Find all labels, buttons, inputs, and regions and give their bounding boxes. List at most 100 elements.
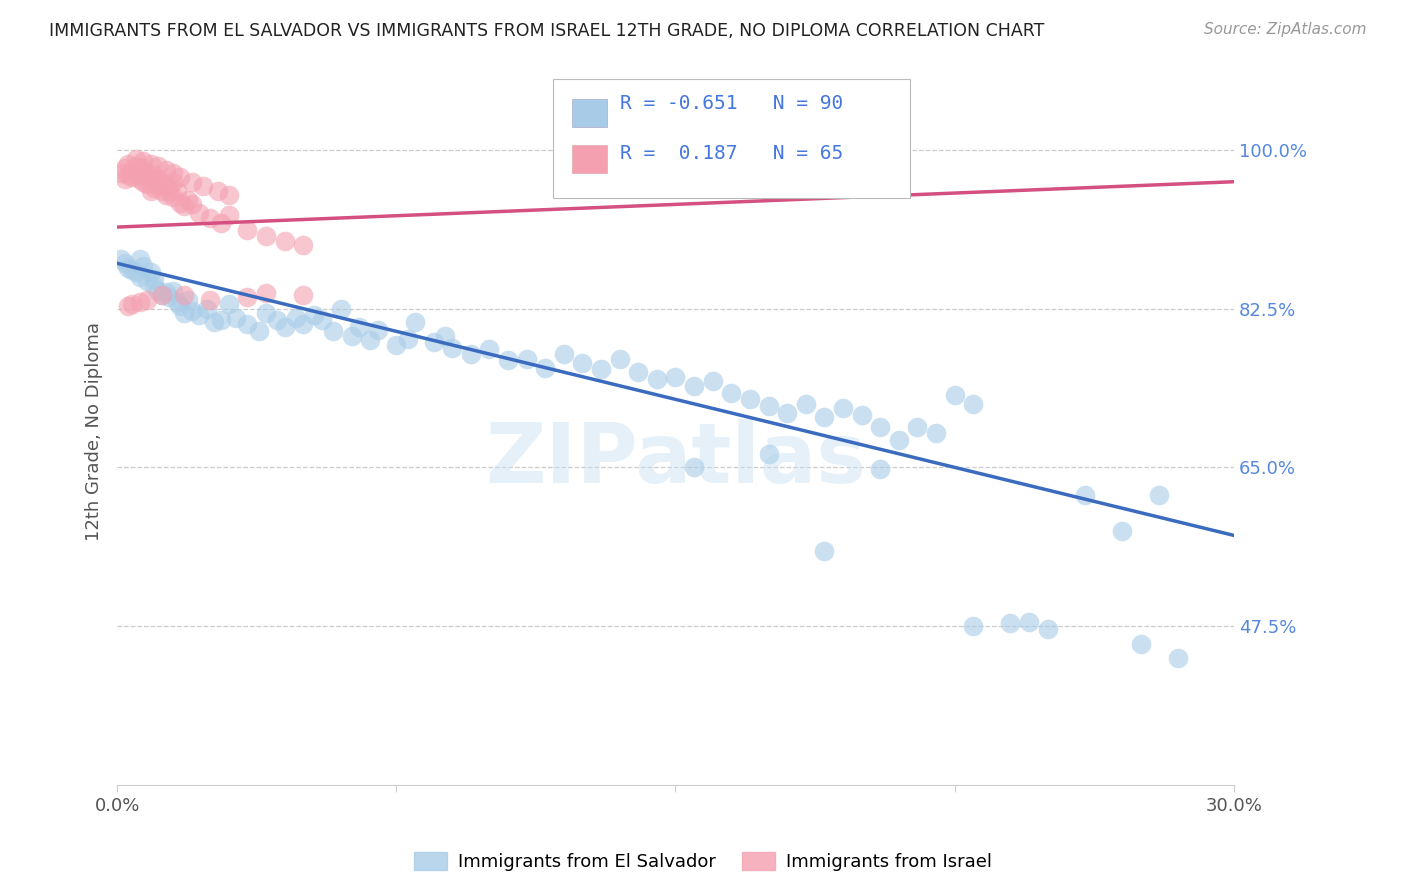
Point bbox=[121, 297, 143, 311]
Point bbox=[441, 341, 464, 355]
Point bbox=[139, 172, 162, 186]
Point bbox=[1018, 615, 1040, 629]
Point bbox=[155, 163, 177, 178]
Point bbox=[1129, 637, 1152, 651]
Point bbox=[117, 169, 139, 183]
Point bbox=[202, 315, 225, 329]
Point bbox=[720, 386, 742, 401]
Point bbox=[905, 419, 928, 434]
Point bbox=[553, 347, 575, 361]
Point bbox=[254, 286, 277, 301]
Point bbox=[236, 290, 259, 304]
Point bbox=[146, 172, 169, 186]
Point bbox=[422, 335, 444, 350]
Point bbox=[396, 332, 419, 346]
Point bbox=[162, 175, 184, 189]
Point bbox=[139, 265, 162, 279]
Point bbox=[311, 313, 333, 327]
Point bbox=[169, 170, 191, 185]
Point bbox=[136, 293, 159, 307]
Point bbox=[143, 169, 166, 183]
Point bbox=[225, 310, 247, 325]
Point bbox=[292, 238, 315, 252]
Point bbox=[683, 460, 706, 475]
Point bbox=[218, 297, 240, 311]
Point bbox=[813, 543, 835, 558]
Point bbox=[110, 252, 132, 266]
Point bbox=[200, 293, 222, 307]
Point bbox=[292, 288, 315, 302]
Point bbox=[128, 252, 150, 266]
Point bbox=[157, 184, 180, 198]
Point bbox=[143, 279, 166, 293]
FancyBboxPatch shape bbox=[572, 99, 607, 127]
Point bbox=[117, 299, 139, 313]
Point bbox=[925, 425, 948, 440]
Point bbox=[571, 356, 593, 370]
FancyBboxPatch shape bbox=[553, 78, 910, 198]
Point bbox=[664, 369, 686, 384]
Point bbox=[121, 163, 143, 178]
Point bbox=[143, 181, 166, 195]
Point bbox=[758, 447, 780, 461]
Point bbox=[776, 406, 799, 420]
Point bbox=[247, 324, 270, 338]
Point bbox=[128, 163, 150, 178]
Point bbox=[207, 184, 229, 198]
Point bbox=[534, 360, 557, 375]
Point bbox=[266, 313, 288, 327]
Point bbox=[177, 193, 200, 207]
Point bbox=[385, 338, 408, 352]
Point bbox=[1036, 622, 1059, 636]
Point bbox=[132, 175, 155, 189]
Text: R =  0.187   N = 65: R = 0.187 N = 65 bbox=[620, 144, 844, 162]
Point bbox=[340, 329, 363, 343]
Point bbox=[125, 265, 148, 279]
Point bbox=[329, 301, 352, 316]
Point bbox=[166, 295, 188, 310]
Point bbox=[173, 199, 195, 213]
Point bbox=[143, 272, 166, 286]
Point bbox=[209, 313, 232, 327]
Point bbox=[146, 284, 169, 298]
Point bbox=[139, 156, 162, 170]
Point bbox=[173, 306, 195, 320]
Point bbox=[738, 392, 761, 407]
Point bbox=[177, 293, 200, 307]
Point bbox=[132, 153, 155, 168]
Point bbox=[128, 295, 150, 310]
Point bbox=[136, 170, 159, 185]
Point bbox=[117, 156, 139, 170]
Point bbox=[195, 301, 218, 316]
Point bbox=[173, 288, 195, 302]
Point bbox=[114, 172, 136, 186]
Text: R = -0.651   N = 90: R = -0.651 N = 90 bbox=[620, 95, 844, 113]
Point bbox=[1000, 616, 1022, 631]
Point bbox=[146, 179, 169, 194]
Point bbox=[169, 195, 191, 210]
Point bbox=[496, 353, 519, 368]
Point bbox=[157, 290, 180, 304]
Point bbox=[114, 161, 136, 175]
Point bbox=[645, 371, 668, 385]
Point bbox=[702, 374, 724, 388]
Point bbox=[284, 310, 307, 325]
Point bbox=[114, 256, 136, 270]
Point bbox=[367, 322, 389, 336]
Text: IMMIGRANTS FROM EL SALVADOR VS IMMIGRANTS FROM ISRAEL 12TH GRADE, NO DIPLOMA COR: IMMIGRANTS FROM EL SALVADOR VS IMMIGRANT… bbox=[49, 22, 1045, 40]
Point bbox=[150, 178, 173, 192]
Point bbox=[589, 362, 612, 376]
Point bbox=[962, 397, 984, 411]
Y-axis label: 12th Grade, No Diploma: 12th Grade, No Diploma bbox=[86, 322, 103, 541]
Point bbox=[121, 170, 143, 185]
Point bbox=[869, 419, 891, 434]
Point bbox=[683, 378, 706, 392]
Point bbox=[117, 260, 139, 275]
Point bbox=[166, 184, 188, 198]
Point bbox=[304, 308, 326, 322]
Point bbox=[188, 206, 211, 220]
Point bbox=[758, 399, 780, 413]
Point bbox=[155, 179, 177, 194]
Point bbox=[1111, 524, 1133, 538]
Point bbox=[143, 175, 166, 189]
